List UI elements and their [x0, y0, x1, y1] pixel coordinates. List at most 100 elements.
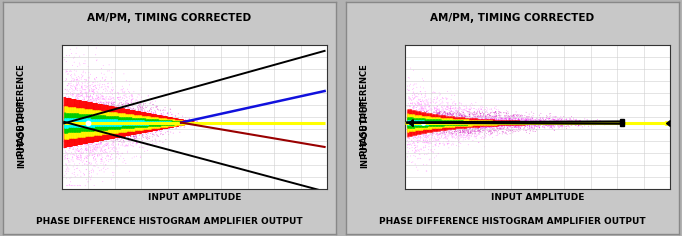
Point — [115, 124, 125, 127]
Point — [118, 114, 129, 118]
Point — [72, 89, 83, 93]
Point — [415, 135, 426, 139]
Point — [528, 120, 539, 124]
Point — [134, 128, 145, 131]
Point — [486, 111, 496, 114]
Point — [464, 124, 475, 128]
Point — [424, 140, 434, 144]
Point — [427, 132, 438, 136]
Point — [72, 108, 83, 112]
Point — [97, 124, 108, 128]
Point — [456, 113, 467, 117]
Point — [547, 121, 558, 125]
Point — [107, 89, 118, 93]
Point — [70, 138, 80, 141]
Point — [415, 115, 426, 119]
Point — [411, 139, 421, 143]
Point — [128, 135, 139, 138]
Point — [118, 135, 129, 139]
Point — [83, 121, 93, 125]
Point — [85, 105, 95, 109]
Point — [179, 126, 190, 129]
Point — [454, 104, 465, 108]
Point — [91, 100, 102, 104]
Point — [180, 119, 191, 122]
Point — [85, 114, 95, 118]
Point — [77, 160, 88, 164]
Point — [121, 116, 132, 120]
Point — [148, 120, 159, 124]
Point — [474, 129, 485, 132]
Point — [500, 122, 511, 126]
Point — [138, 122, 149, 126]
Point — [86, 112, 97, 116]
Point — [475, 116, 486, 120]
Point — [91, 146, 102, 150]
Point — [95, 140, 106, 144]
Point — [62, 103, 73, 106]
Point — [447, 125, 458, 129]
Point — [417, 98, 428, 102]
Point — [410, 131, 421, 134]
Point — [512, 118, 523, 122]
Point — [98, 122, 109, 126]
Point — [432, 133, 443, 137]
Point — [100, 163, 111, 167]
Point — [124, 113, 135, 117]
Point — [564, 116, 575, 120]
Point — [507, 122, 518, 126]
Point — [458, 122, 469, 126]
Point — [409, 93, 419, 97]
Point — [196, 121, 207, 125]
Point — [69, 117, 80, 121]
Point — [76, 91, 87, 95]
Point — [80, 112, 91, 116]
Point — [557, 117, 567, 120]
Point — [473, 125, 484, 129]
Point — [554, 118, 565, 122]
Point — [523, 122, 534, 126]
Point — [488, 116, 499, 120]
Point — [169, 122, 180, 125]
Point — [80, 128, 91, 132]
Point — [423, 109, 434, 112]
Point — [424, 123, 434, 127]
Point — [534, 118, 545, 122]
Point — [91, 76, 102, 80]
Point — [488, 128, 499, 132]
Point — [564, 125, 575, 129]
Point — [419, 121, 430, 124]
Point — [405, 134, 416, 138]
Point — [454, 131, 464, 134]
Point — [445, 122, 456, 126]
Point — [439, 122, 450, 126]
Point — [454, 118, 465, 121]
Point — [121, 133, 132, 137]
Point — [439, 110, 449, 114]
Point — [65, 139, 76, 143]
Point — [574, 118, 585, 122]
Point — [475, 126, 486, 130]
Point — [529, 123, 540, 127]
Point — [133, 122, 144, 125]
Point — [473, 108, 484, 111]
Point — [432, 112, 443, 115]
Point — [430, 120, 441, 124]
Point — [66, 79, 77, 82]
Point — [112, 138, 123, 142]
Point — [89, 134, 100, 138]
Point — [588, 121, 599, 125]
Point — [441, 114, 452, 117]
Point — [529, 122, 539, 126]
Point — [421, 169, 432, 173]
Point — [78, 116, 89, 120]
Point — [415, 111, 426, 115]
Point — [520, 118, 531, 122]
Point — [116, 152, 127, 155]
Point — [451, 120, 462, 124]
Point — [494, 122, 505, 125]
Point — [67, 63, 78, 67]
Point — [411, 120, 421, 124]
Point — [72, 46, 83, 50]
Point — [525, 117, 536, 121]
